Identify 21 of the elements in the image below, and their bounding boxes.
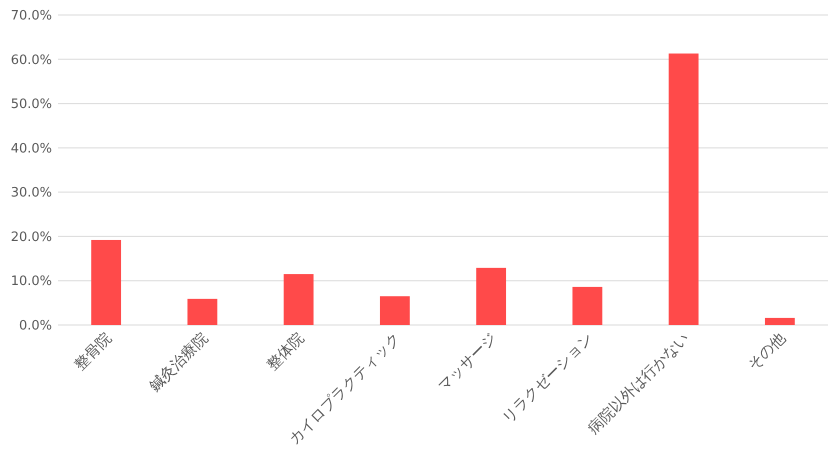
x-tick-label: その他 [744,329,789,374]
y-tick-label: 40.0% [10,141,52,156]
bar [668,54,699,325]
y-tick-label: 20.0% [10,230,52,245]
x-tick-label: マッサージ [434,329,500,395]
y-tick-label: 30.0% [10,186,52,201]
bar [91,240,122,325]
y-tick-label: 70.0% [10,8,52,24]
x-tick-label: 整骨院 [70,329,115,374]
y-tick-label: 60.0% [10,52,52,68]
bar [380,296,410,325]
bar [476,268,506,325]
x-tick-label: 鍼灸治療院 [145,329,212,395]
bar [284,274,314,325]
y-tick-label: 0.0% [18,318,52,334]
y-tick-label: 50.0% [10,97,52,112]
x-tick-label: 整体院 [262,329,308,374]
bar [572,286,602,325]
bar [187,298,218,325]
y-tick-label: 10.0% [10,274,52,290]
bar [764,318,795,325]
